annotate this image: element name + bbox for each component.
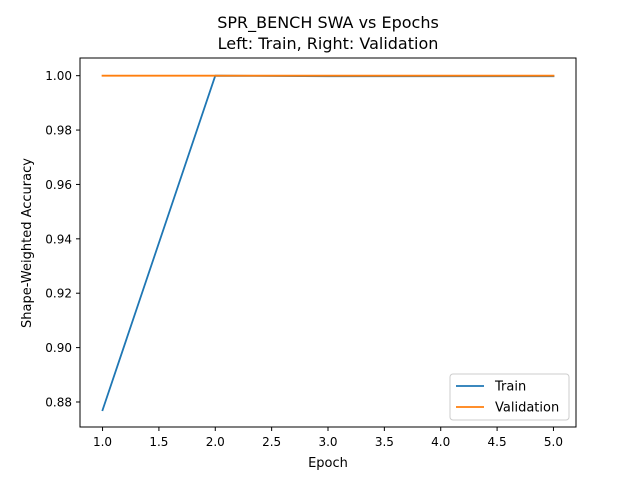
legend-label-train: Train bbox=[494, 380, 526, 395]
y-tick-label: 1.00 bbox=[45, 69, 72, 83]
y-tick-label: 0.88 bbox=[45, 395, 72, 409]
x-tick-label: 4.0 bbox=[431, 435, 450, 449]
y-tick-label: 0.96 bbox=[45, 178, 72, 192]
y-axis: 0.88 0.90 0.92 0.94 0.96 0.98 1.00 bbox=[45, 69, 80, 409]
x-tick-label: 2.5 bbox=[262, 435, 281, 449]
x-axis: 1.0 1.5 2.0 2.5 3.0 3.5 4.0 4.5 5.0 bbox=[93, 427, 563, 449]
plot-area bbox=[101, 74, 555, 412]
legend: Train Validation bbox=[449, 373, 570, 421]
legend-label-validation: Validation bbox=[495, 401, 559, 416]
x-axis-label: Epoch bbox=[308, 456, 348, 471]
x-tick-label: 3.5 bbox=[375, 435, 394, 449]
y-tick-label: 0.90 bbox=[45, 341, 72, 355]
x-tick-label: 2.0 bbox=[206, 435, 225, 449]
y-tick-label: 0.92 bbox=[45, 287, 72, 301]
x-tick-label: 4.5 bbox=[488, 435, 507, 449]
x-tick-label: 3.0 bbox=[318, 435, 337, 449]
x-tick-label: 1.5 bbox=[149, 435, 168, 449]
y-axis-label: Shape-Weighted Accuracy bbox=[20, 158, 35, 328]
chart-title-line1: SPR_BENCH SWA vs Epochs bbox=[217, 13, 439, 33]
x-tick-label: 1.0 bbox=[93, 435, 112, 449]
y-tick-label: 0.98 bbox=[45, 124, 72, 138]
x-tick-label: 5.0 bbox=[544, 435, 563, 449]
chart-title-line2: Left: Train, Right: Validation bbox=[218, 34, 439, 53]
y-tick-label: 0.94 bbox=[45, 232, 72, 246]
